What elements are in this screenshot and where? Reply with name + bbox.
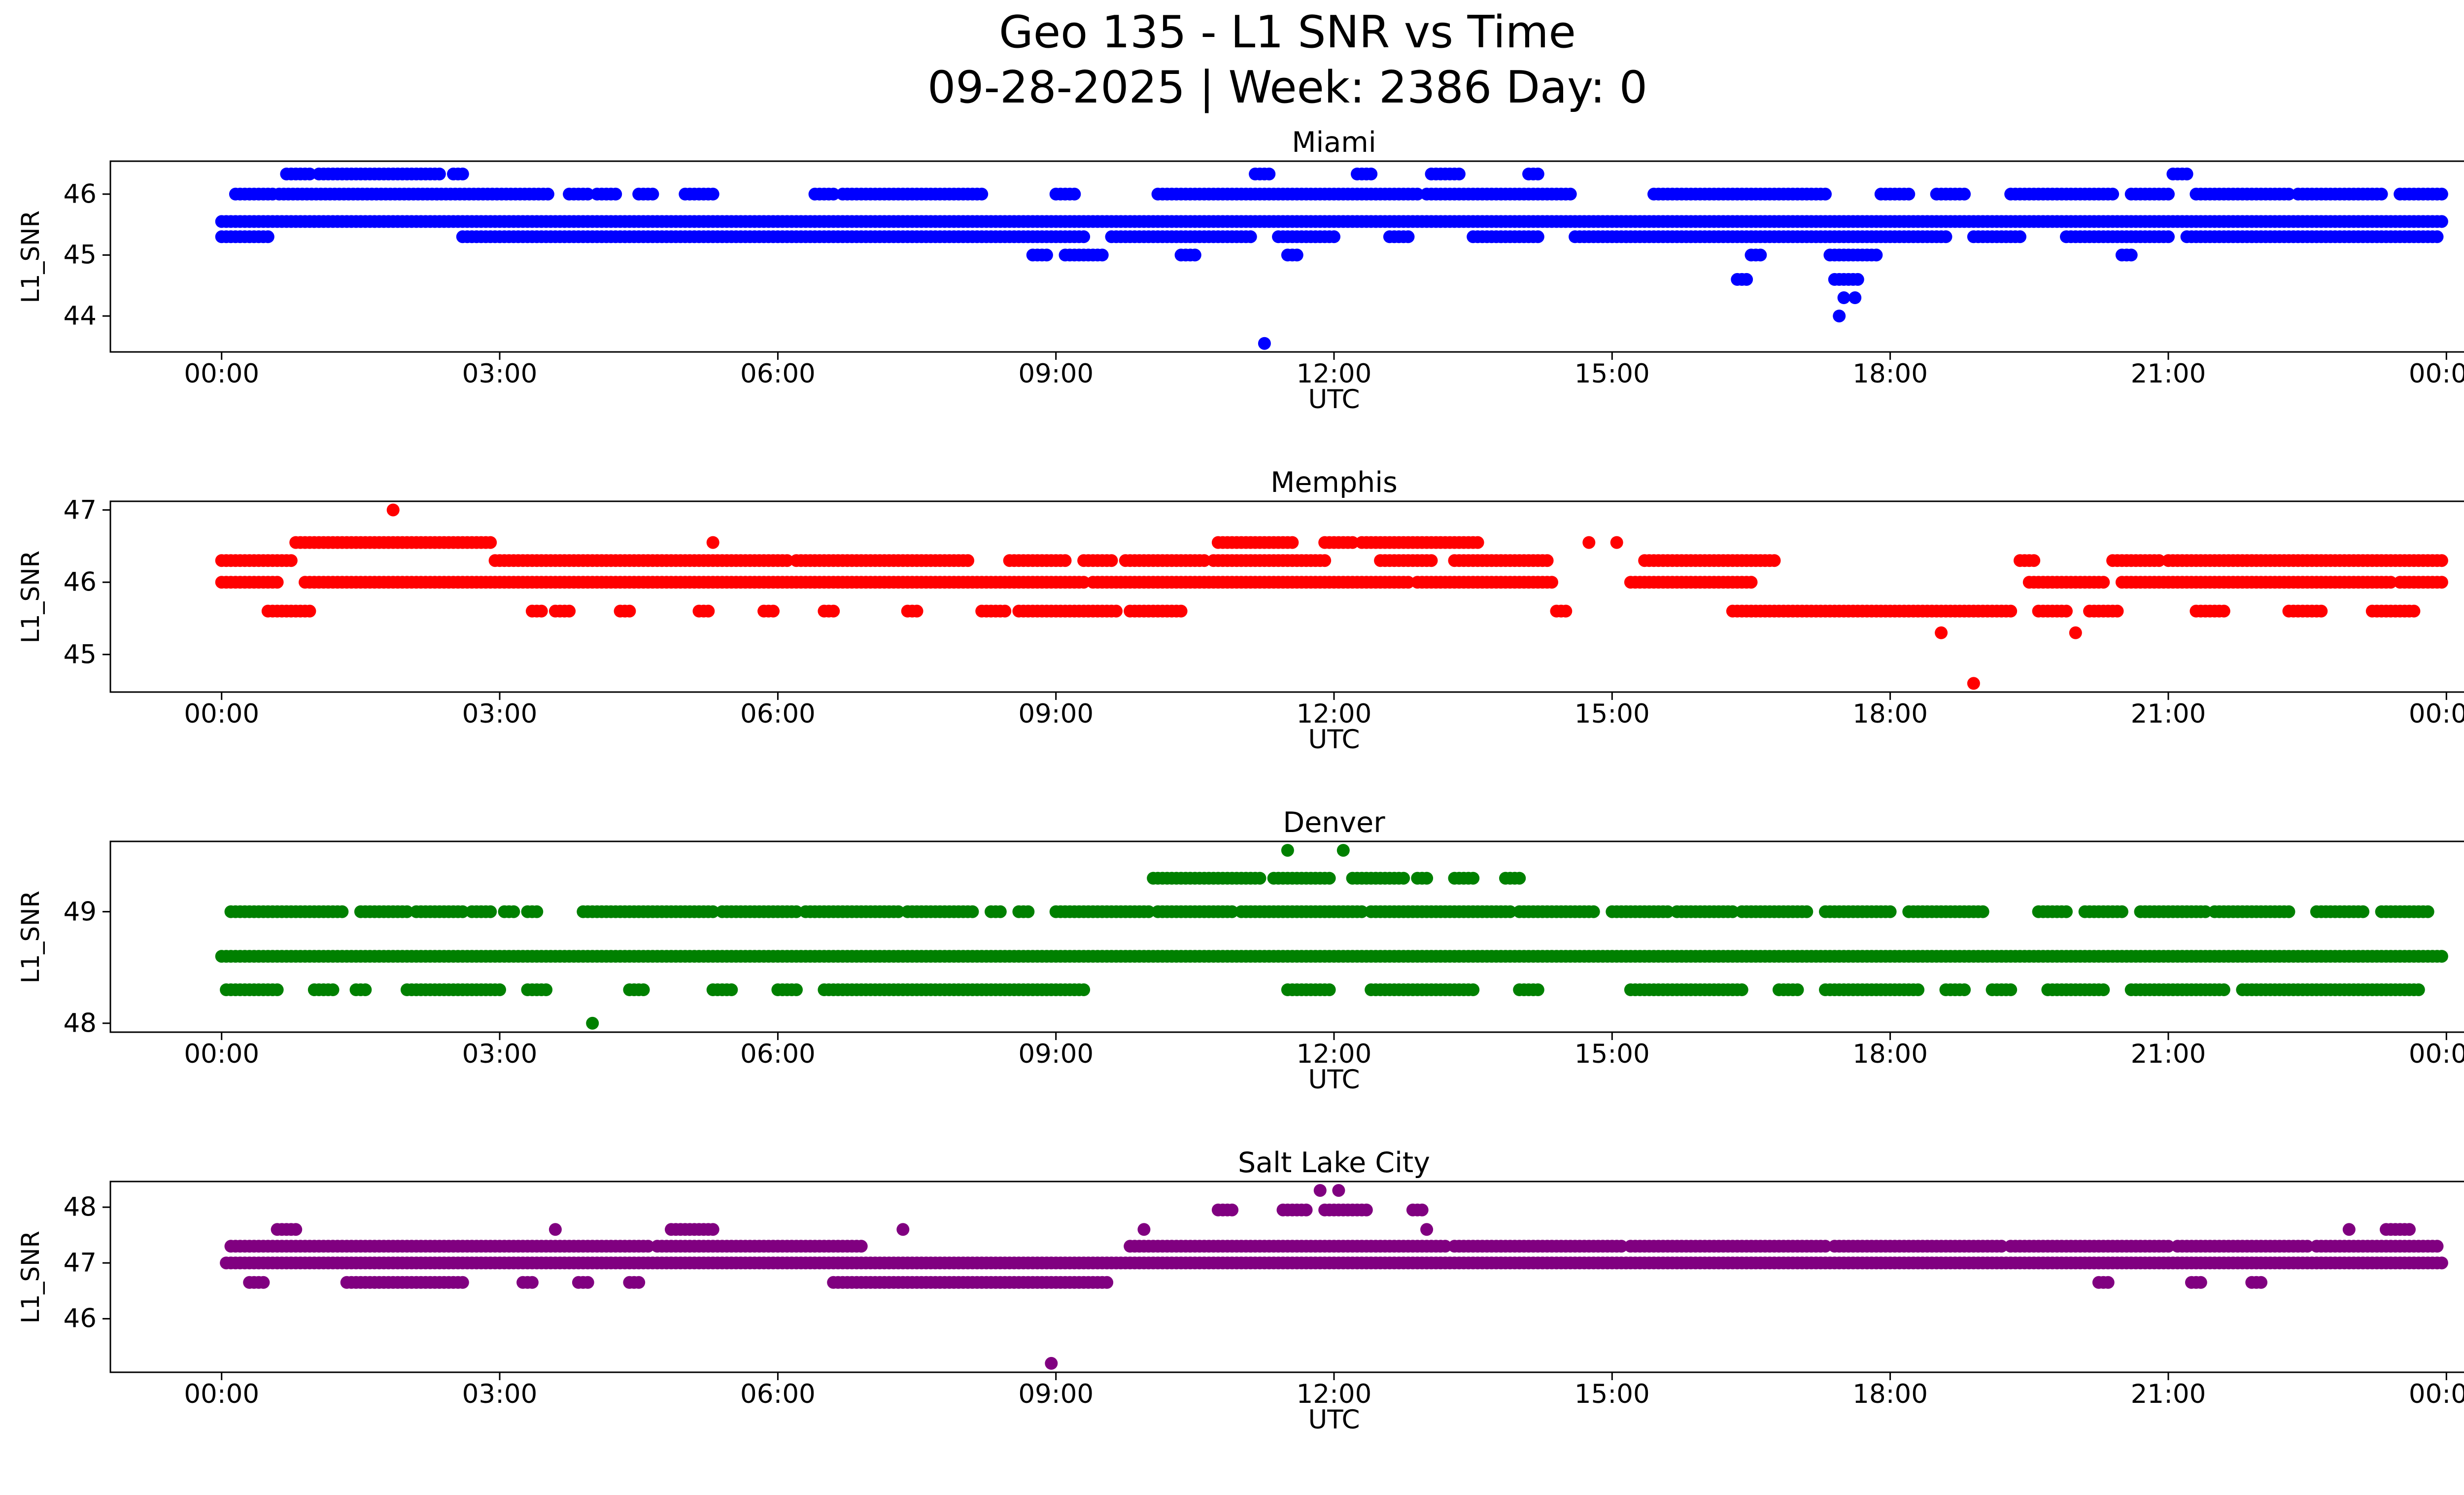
x-tick-label: 21:00	[2130, 359, 2206, 389]
y-tick-labels: 45 46 47	[0, 495, 97, 692]
x-tick-label: 09:00	[1018, 699, 1094, 729]
x-tick-labels: 00:00 03:00 06:00 09:00 12:00 15:00 18:00 21:00…	[0, 352, 2464, 389]
x-tick-label: 15:00	[1574, 359, 1650, 389]
scatter-plot-miami	[103, 160, 2464, 360]
x-tick-label: 03:00	[462, 699, 538, 729]
y-tick-labels: 48 49	[0, 841, 97, 1038]
x-tick-label: 03:00	[462, 1039, 538, 1069]
y-tick-labels: 44 45 46	[0, 161, 97, 352]
x-tick-label: 09:00	[1018, 1039, 1094, 1069]
x-tick-label: 09:00	[1018, 1379, 1094, 1409]
subplot-denver: Denver L1_SNR 48 49 00:00 03:00 06:00 09:00 1…	[0, 807, 2464, 1095]
x-tick-label: 00:00	[2408, 1379, 2464, 1409]
x-tick-label: 06:00	[740, 699, 816, 729]
x-tick-label: 00:00	[184, 359, 260, 389]
figure-title-line1: Geo 135 - L1 SNR vs Time	[999, 6, 1576, 58]
x-tick-label: 06:00	[740, 1039, 816, 1069]
y-tick-label: 44	[63, 301, 97, 331]
subplot-title-denver: Denver	[1283, 806, 1385, 839]
x-tick-label: 00:00	[2408, 359, 2464, 389]
x-tick-label: 09:00	[1018, 359, 1094, 389]
x-tick-label: 00:00	[184, 699, 260, 729]
x-tick-label: 21:00	[2130, 1039, 2206, 1069]
y-tick-label: 46	[63, 567, 97, 597]
subplot-title-memphis: Memphis	[1270, 466, 1398, 499]
x-tick-label: 06:00	[740, 1379, 816, 1409]
scatter-plot-salt-lake-city	[103, 1181, 2464, 1380]
x-tick-label: 12:00	[1296, 1039, 1372, 1069]
x-tick-labels: 00:00 03:00 06:00 09:00 12:00 15:00 18:00 21:00…	[0, 1032, 2464, 1069]
y-tick-label: 46	[63, 179, 97, 209]
subplot-title-salt-lake-city: Salt Lake City	[1238, 1147, 1430, 1179]
figure-title: Geo 135 - L1 SNR vs Time 09-28-2025 | We…	[0, 0, 2464, 118]
x-tick-label: 21:00	[2130, 699, 2206, 729]
subplot-salt-lake-city: Salt Lake City L1_SNR 46 47 48 00:00 03:00 0…	[0, 1147, 2464, 1435]
y-tick-labels: 46 47 48	[0, 1182, 97, 1372]
y-tick-label: 45	[63, 240, 97, 270]
x-tick-labels: 00:00 03:00 06:00 09:00 12:00 15:00 18:00 21:00…	[0, 1372, 2464, 1409]
x-axis-label: UTC	[1308, 384, 1360, 415]
x-axis-label: UTC	[1308, 725, 1360, 755]
x-tick-label: 00:00	[2408, 1039, 2464, 1069]
x-tick-label: 03:00	[462, 1379, 538, 1409]
x-tick-label: 18:00	[1852, 699, 1928, 729]
scatter-plot-denver	[103, 840, 2464, 1040]
x-tick-label: 18:00	[1852, 1039, 1928, 1069]
x-tick-label: 03:00	[462, 359, 538, 389]
x-axis-label: UTC	[1308, 1405, 1360, 1435]
y-tick-label: 47	[63, 1248, 97, 1278]
y-tick-label: 48	[63, 1192, 97, 1222]
x-tick-label: 15:00	[1574, 1379, 1650, 1409]
subplot-title-miami: Miami	[1292, 126, 1376, 159]
x-tick-label: 00:00	[2408, 699, 2464, 729]
y-tick-label: 46	[63, 1303, 97, 1334]
y-tick-label: 47	[63, 495, 97, 525]
y-tick-label: 49	[63, 897, 97, 927]
figure-title-line2: 09-28-2025 | Week: 2386 Day: 0	[927, 62, 1648, 113]
x-tick-label: 12:00	[1296, 359, 1372, 389]
y-tick-label: 45	[63, 639, 97, 670]
x-tick-label: 06:00	[740, 359, 816, 389]
subplot-miami: Miami L1_SNR 44 45 46 00:00 03:00 06:00 09:00…	[0, 127, 2464, 415]
x-tick-label: 12:00	[1296, 1379, 1372, 1409]
x-tick-label: 15:00	[1574, 1039, 1650, 1069]
y-tick-label: 48	[63, 1008, 97, 1039]
x-tick-label: 15:00	[1574, 699, 1650, 729]
x-axis-label: UTC	[1308, 1065, 1360, 1095]
x-tick-label: 18:00	[1852, 1379, 1928, 1409]
x-tick-labels: 00:00 03:00 06:00 09:00 12:00 15:00 18:00 21:00…	[0, 692, 2464, 729]
x-tick-label: 21:00	[2130, 1379, 2206, 1409]
subplot-memphis: Memphis L1_SNR 45 46 47 00:00 03:00 06:00 09:…	[0, 467, 2464, 755]
scatter-plot-memphis	[103, 500, 2464, 700]
x-tick-label: 18:00	[1852, 359, 1928, 389]
x-tick-label: 00:00	[184, 1039, 260, 1069]
x-tick-label: 00:00	[184, 1379, 260, 1409]
x-tick-label: 12:00	[1296, 699, 1372, 729]
